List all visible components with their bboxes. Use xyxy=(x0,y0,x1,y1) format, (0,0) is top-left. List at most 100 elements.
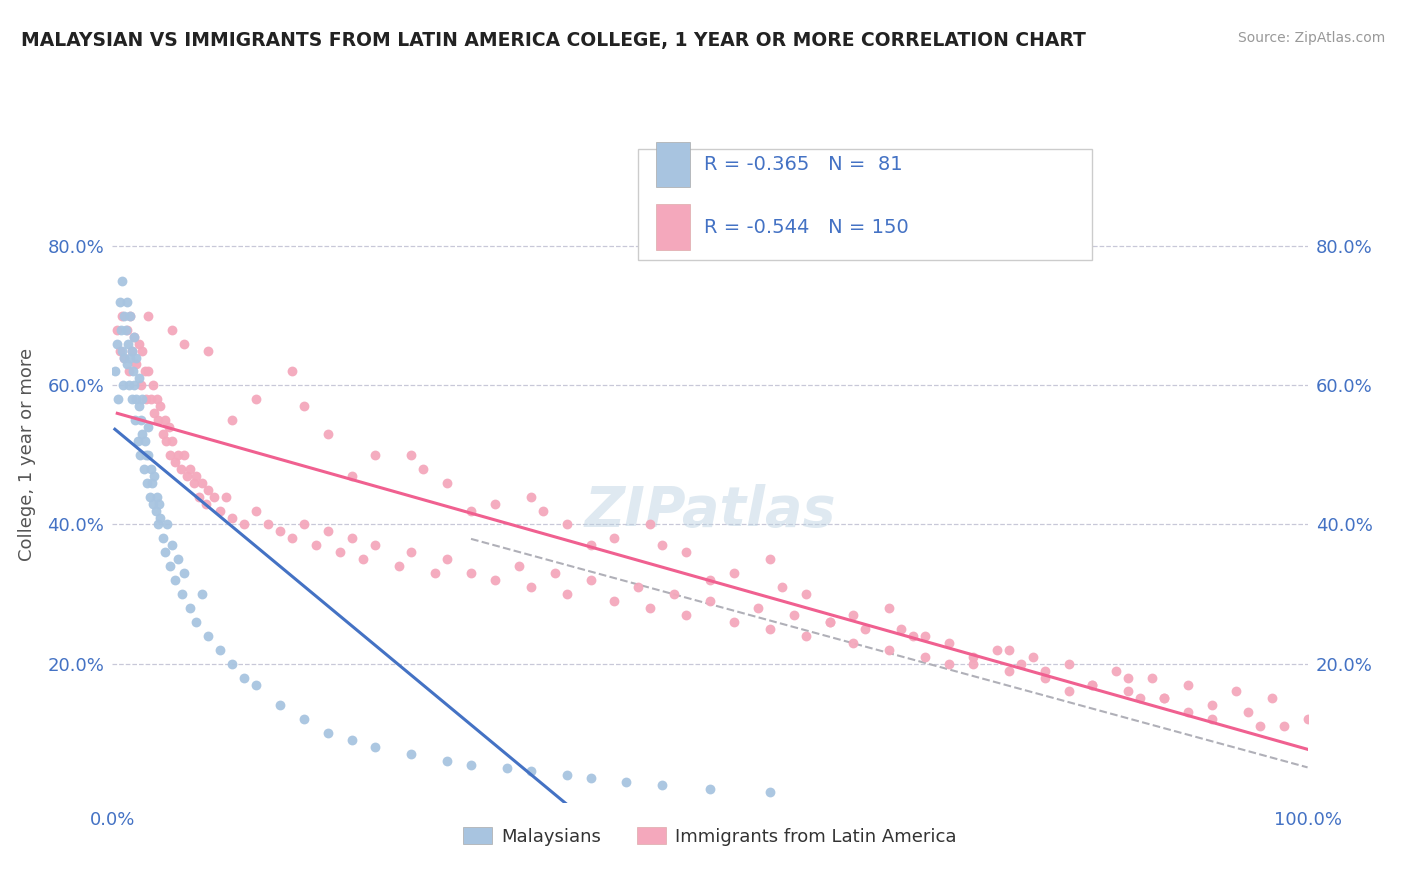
Point xyxy=(1142,671,1164,685)
Point xyxy=(131,343,153,358)
Point xyxy=(245,503,267,517)
Point xyxy=(531,503,554,517)
Point xyxy=(1057,657,1080,671)
Point xyxy=(579,772,602,786)
Point xyxy=(233,671,256,685)
Point xyxy=(1201,698,1223,713)
Point xyxy=(484,573,506,587)
Point xyxy=(998,642,1021,657)
Point xyxy=(122,378,145,392)
Point xyxy=(108,343,131,358)
Point xyxy=(664,587,686,601)
Point xyxy=(675,545,697,559)
Text: R = -0.365   N =  81: R = -0.365 N = 81 xyxy=(704,155,903,174)
Point xyxy=(122,329,145,343)
Point xyxy=(938,657,960,671)
Point xyxy=(759,552,782,566)
Point xyxy=(129,448,152,462)
Point xyxy=(723,615,745,629)
Point xyxy=(794,587,817,601)
Point xyxy=(292,517,315,532)
Point xyxy=(460,566,482,581)
FancyBboxPatch shape xyxy=(657,142,690,187)
Point xyxy=(364,538,387,552)
Point xyxy=(162,434,183,448)
Point xyxy=(221,413,243,427)
Point xyxy=(269,698,291,713)
Point xyxy=(233,517,256,532)
Point xyxy=(1153,691,1175,706)
Point xyxy=(125,392,148,407)
Point xyxy=(111,309,134,323)
Point xyxy=(316,427,339,442)
Point xyxy=(121,343,143,358)
Point xyxy=(723,566,745,581)
Point xyxy=(747,601,769,615)
Point xyxy=(105,323,128,337)
Text: ZIPatlas: ZIPatlas xyxy=(585,483,835,538)
Point xyxy=(143,406,166,420)
Point xyxy=(221,510,243,524)
Point xyxy=(675,607,697,622)
Point xyxy=(152,427,174,442)
Point xyxy=(156,517,179,532)
Text: R = -0.544   N = 150: R = -0.544 N = 150 xyxy=(704,218,908,236)
Point xyxy=(163,455,186,469)
Point xyxy=(108,294,131,309)
Point xyxy=(169,462,191,476)
Point xyxy=(579,573,602,587)
Point xyxy=(118,378,141,392)
Point xyxy=(759,785,782,799)
Point xyxy=(187,490,209,504)
Point xyxy=(167,448,190,462)
Point xyxy=(903,629,925,643)
Point xyxy=(128,399,150,413)
Point xyxy=(699,594,721,608)
Point xyxy=(148,497,170,511)
Point xyxy=(759,622,782,636)
Point xyxy=(364,740,387,755)
Point xyxy=(134,434,156,448)
Point xyxy=(131,427,153,442)
Point xyxy=(962,649,984,664)
Point xyxy=(121,343,143,358)
Point xyxy=(146,517,169,532)
Point xyxy=(110,323,132,337)
Point xyxy=(579,538,602,552)
Point xyxy=(292,712,315,726)
Point xyxy=(173,336,195,351)
Point xyxy=(292,399,315,413)
Point xyxy=(132,462,155,476)
Point xyxy=(388,559,411,574)
Point xyxy=(281,532,304,546)
Point xyxy=(484,497,506,511)
Point xyxy=(1033,664,1056,678)
Point xyxy=(114,351,135,365)
Point xyxy=(149,510,172,524)
Point xyxy=(114,351,135,365)
Point xyxy=(782,607,804,622)
Point xyxy=(1201,712,1223,726)
Point xyxy=(305,538,328,552)
Point xyxy=(1105,664,1128,678)
Point xyxy=(135,392,157,407)
Point xyxy=(112,378,135,392)
Legend: Malaysians, Immigrants from Latin America: Malaysians, Immigrants from Latin Americ… xyxy=(456,820,965,853)
Text: Source: ZipAtlas.com: Source: ZipAtlas.com xyxy=(1237,31,1385,45)
Point xyxy=(496,761,519,775)
Point xyxy=(1057,684,1080,698)
Point xyxy=(173,566,195,581)
Point xyxy=(145,503,167,517)
Point xyxy=(157,420,180,434)
Point xyxy=(124,413,146,427)
Point xyxy=(998,664,1021,678)
Point xyxy=(221,657,243,671)
Point xyxy=(121,392,143,407)
Point xyxy=(1022,649,1045,664)
Point xyxy=(125,358,148,372)
Point xyxy=(173,448,195,462)
Point xyxy=(179,462,201,476)
Point xyxy=(555,517,578,532)
Point xyxy=(640,517,662,532)
Point xyxy=(818,615,841,629)
